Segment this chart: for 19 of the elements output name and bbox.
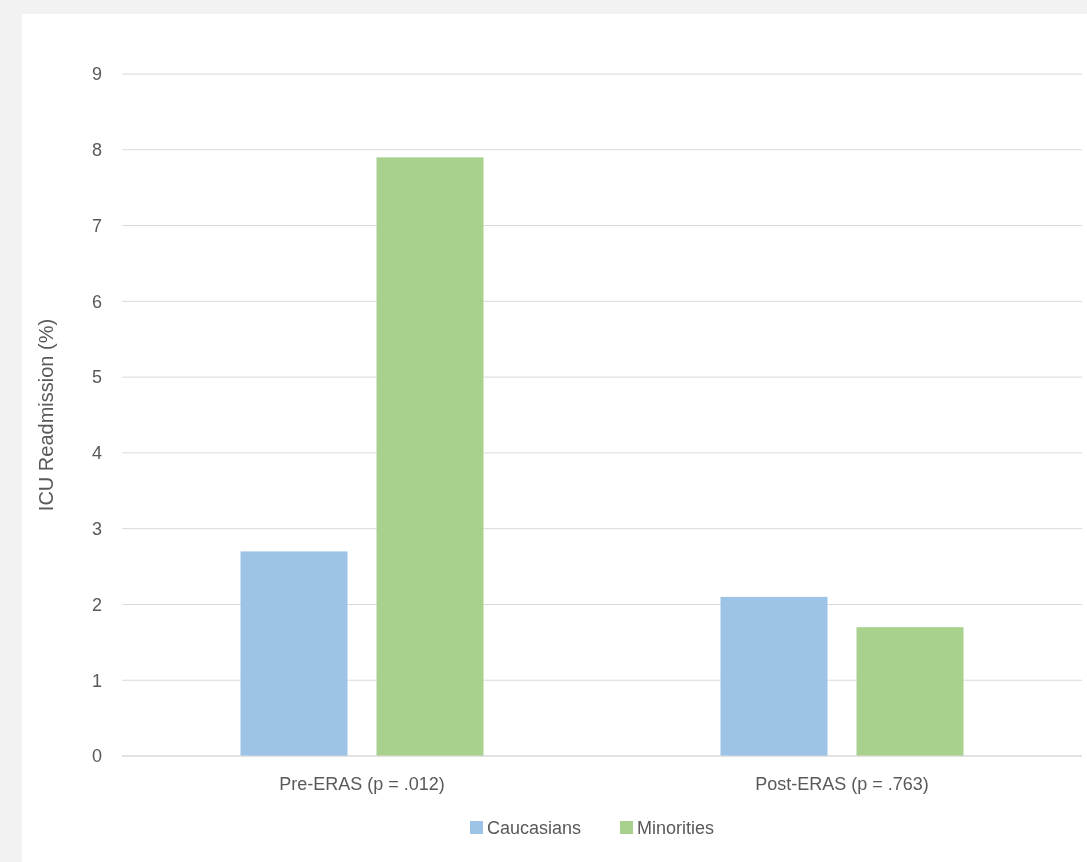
x-tick-label: Pre-ERAS (p = .012) — [279, 774, 445, 794]
y-tick-label: 6 — [91, 291, 102, 312]
y-tick-label: 5 — [91, 367, 102, 388]
legend-label: Minorities — [637, 818, 715, 839]
y-tick-label: 4 — [91, 443, 102, 464]
y-tick-label: 7 — [91, 215, 102, 236]
y-axis-title: ICU Readmission (%) — [35, 318, 57, 512]
bar — [240, 551, 348, 756]
x-tick-label: Post-ERAS (p = .763) — [755, 774, 929, 794]
y-tick-label: 0 — [91, 746, 102, 767]
y-tick-label: 9 — [91, 64, 102, 85]
y-tick-label: 1 — [91, 670, 102, 691]
y-tick-label: 2 — [91, 594, 102, 615]
legend-label: Caucasians — [487, 818, 582, 839]
bar — [376, 157, 484, 756]
bar — [856, 627, 964, 756]
bar — [720, 596, 828, 756]
y-tick-label: 3 — [91, 518, 102, 539]
y-tick-label: 8 — [91, 140, 102, 161]
